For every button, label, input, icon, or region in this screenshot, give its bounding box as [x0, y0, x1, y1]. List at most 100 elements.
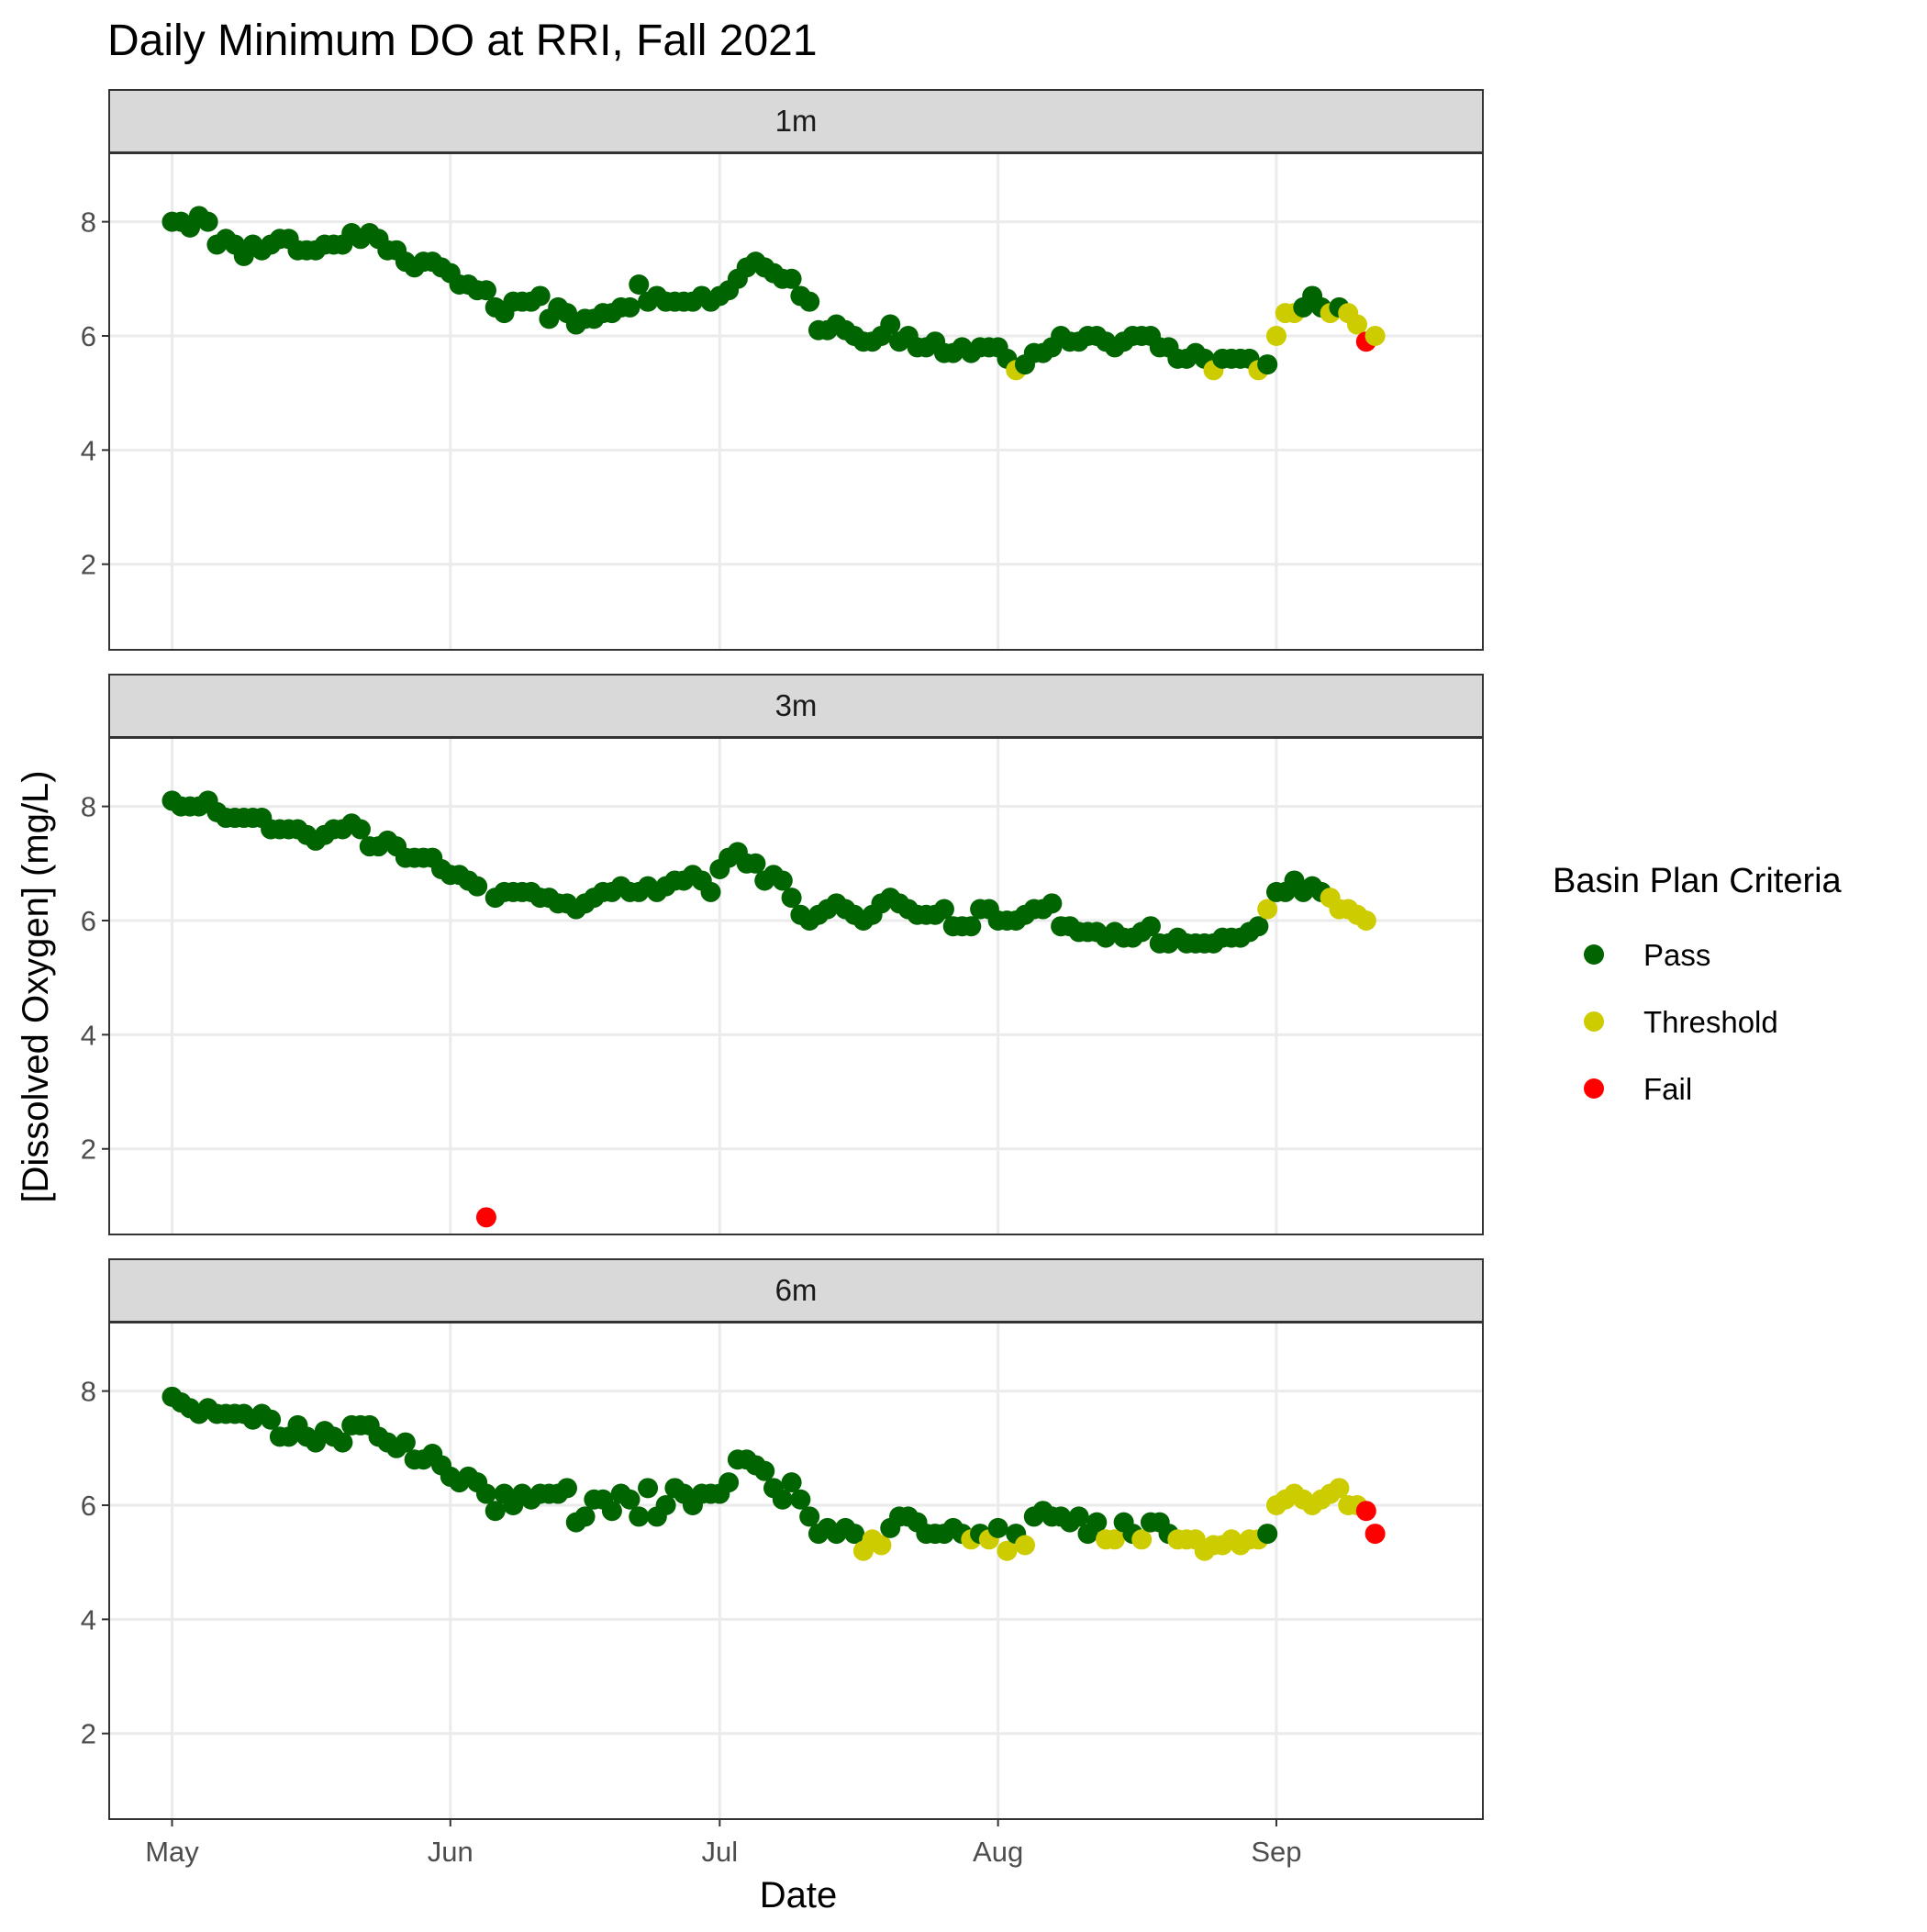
- data-point: [655, 1494, 676, 1515]
- x-tick-label: Aug: [973, 1836, 1023, 1868]
- facet-label: 1m: [775, 104, 818, 138]
- x-tick-label: Jul: [702, 1836, 739, 1868]
- panels: 1m 2 4 6 8 3m 2 4 6 8 6m 2 4 6 8 May Jun Jul Aug Sep: [81, 89, 1484, 1868]
- x-tick-label: Sep: [1251, 1836, 1301, 1868]
- data-point: [1329, 1478, 1350, 1499]
- legend-key-fail: [1584, 1078, 1604, 1099]
- data-point: [718, 1472, 740, 1493]
- legend-title: Basin Plan Criteria: [1553, 862, 1843, 900]
- data-point: [871, 1535, 892, 1556]
- data-point: [1257, 899, 1278, 920]
- data-point: [987, 1517, 1008, 1538]
- data-point: [601, 1501, 622, 1522]
- data-point: [1265, 325, 1287, 346]
- data-point: [700, 881, 721, 902]
- y-tick-label: 4: [81, 434, 96, 466]
- data-point: [485, 1501, 506, 1522]
- data-point: [557, 1478, 577, 1499]
- x-tick-label: Jun: [428, 1836, 473, 1868]
- data-point: [619, 296, 640, 318]
- data-point: [1068, 1506, 1089, 1527]
- data-point: [1041, 893, 1063, 914]
- data-point: [395, 1432, 416, 1453]
- legend: Pass Threshold Fail: [1584, 938, 1778, 1106]
- x-tick-label: May: [145, 1836, 199, 1868]
- data-point: [332, 1432, 353, 1453]
- facet-strip: [108, 674, 1484, 738]
- data-point: [799, 291, 820, 312]
- legend-key-threshold: [1584, 1011, 1604, 1032]
- data-point: [772, 1489, 793, 1510]
- y-tick-label: 8: [81, 207, 96, 239]
- data-point: [790, 1489, 811, 1510]
- panel-1m: 1m 2 4 6 8: [81, 89, 1484, 651]
- data-point: [1257, 354, 1278, 375]
- data-point: [880, 314, 901, 335]
- y-tick-label: 6: [81, 320, 96, 352]
- data-point: [619, 1489, 640, 1510]
- data-point: [1257, 1524, 1278, 1545]
- data-point: [350, 819, 371, 840]
- data-point: [1347, 314, 1368, 335]
- panel-border: [108, 737, 1484, 1235]
- data-point: [475, 280, 496, 301]
- data-point: [1364, 325, 1386, 346]
- data-point: [754, 1460, 775, 1481]
- data-point: [475, 1483, 496, 1504]
- y-tick-label: 2: [81, 549, 96, 581]
- y-tick-label: 2: [81, 1134, 96, 1166]
- data-point: [799, 1506, 820, 1527]
- data-point: [781, 888, 802, 909]
- series-points: [162, 1386, 1386, 1561]
- data-point: [1104, 1529, 1125, 1550]
- data-point: [467, 876, 488, 897]
- panel-border: [108, 152, 1484, 651]
- y-tick-label: 8: [81, 1376, 96, 1408]
- data-point: [475, 1207, 496, 1228]
- facet-label: 3m: [775, 688, 818, 722]
- y-axis-title: [Dissolved Oxygen] (mg/L): [16, 770, 56, 1202]
- x-axis-title: Date: [760, 1875, 838, 1915]
- facet-strip: [108, 1258, 1484, 1323]
- data-point: [197, 211, 218, 232]
- data-point: [1355, 1501, 1376, 1522]
- y-tick-label: 6: [81, 905, 96, 937]
- legend-label-pass: Pass: [1643, 938, 1710, 972]
- data-point: [1086, 1512, 1108, 1533]
- legend-label-threshold: Threshold: [1643, 1005, 1778, 1039]
- y-tick-label: 4: [81, 1019, 96, 1051]
- data-point: [261, 1409, 282, 1430]
- data-point: [1364, 1524, 1386, 1545]
- y-tick-label: 2: [81, 1718, 96, 1750]
- data-point: [781, 268, 802, 289]
- y-tick-label: 6: [81, 1490, 96, 1522]
- data-point: [1248, 916, 1269, 937]
- series-points: [162, 790, 1376, 1228]
- data-point: [933, 899, 954, 920]
- chart-title: Daily Minimum DO at RRI, Fall 2021: [107, 17, 818, 65]
- legend-key-pass: [1584, 944, 1604, 965]
- data-point: [961, 916, 982, 937]
- y-tick-label: 8: [81, 791, 96, 823]
- data-point: [781, 1472, 802, 1493]
- panel-3m: 3m 2 4 6 8: [81, 674, 1484, 1235]
- y-tick-label: 4: [81, 1603, 96, 1636]
- data-point: [1015, 1535, 1035, 1556]
- data-point: [629, 1506, 650, 1527]
- data-point: [772, 870, 793, 891]
- data-point: [844, 1524, 865, 1545]
- data-point: [629, 274, 650, 296]
- data-point: [1131, 1529, 1153, 1550]
- data-point: [1355, 910, 1376, 931]
- data-point: [997, 1540, 1018, 1561]
- data-point: [574, 1506, 596, 1527]
- facet-strip: [108, 89, 1484, 153]
- data-point: [529, 285, 551, 307]
- series-points: [162, 206, 1386, 381]
- data-point: [1140, 916, 1161, 937]
- panel-6m: 6m 2 4 6 8 May Jun Jul Aug Sep: [81, 1258, 1484, 1868]
- facet-label: 6m: [775, 1273, 818, 1307]
- panel-border: [108, 1322, 1484, 1820]
